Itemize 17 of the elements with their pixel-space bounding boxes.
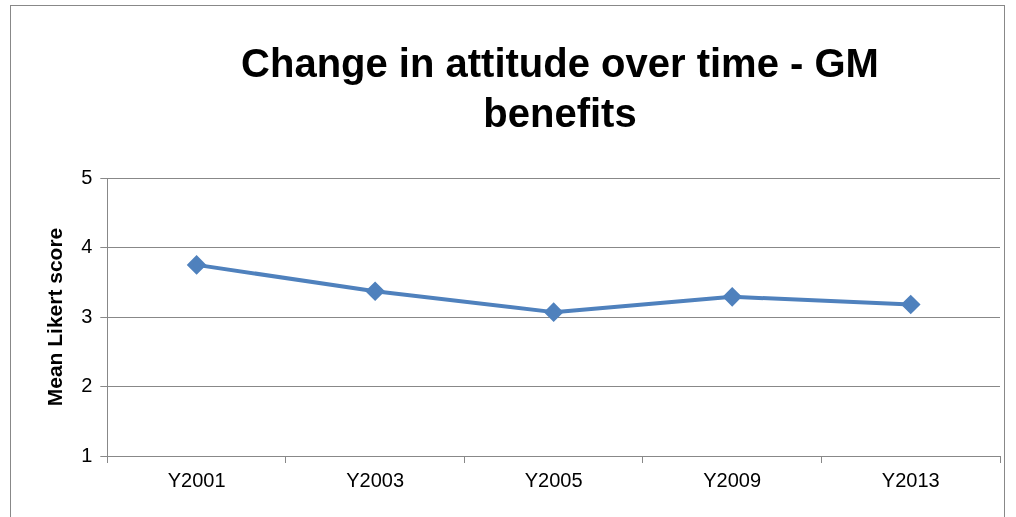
x-tick-label: Y2003 xyxy=(346,468,405,491)
x-tick-label: Y2001 xyxy=(167,468,226,491)
y-tick-label: 4 xyxy=(81,235,93,258)
y-tick-label: 3 xyxy=(81,304,93,327)
x-tick-label: Y2009 xyxy=(703,468,762,491)
point xyxy=(544,303,563,322)
point xyxy=(366,282,385,301)
point xyxy=(723,287,742,306)
point xyxy=(901,295,920,314)
y-axis-title: Mean Likert score xyxy=(43,227,67,407)
y-tick-label: 5 xyxy=(81,165,93,188)
y-tick-label: 1 xyxy=(81,443,93,466)
x-tick-label: Y2013 xyxy=(881,468,940,491)
y-tick-label: 2 xyxy=(81,374,93,397)
x-tick-label: Y2005 xyxy=(524,468,583,491)
chart-title: Change in attitude over time - GM benefits xyxy=(240,40,880,137)
point xyxy=(187,255,206,274)
